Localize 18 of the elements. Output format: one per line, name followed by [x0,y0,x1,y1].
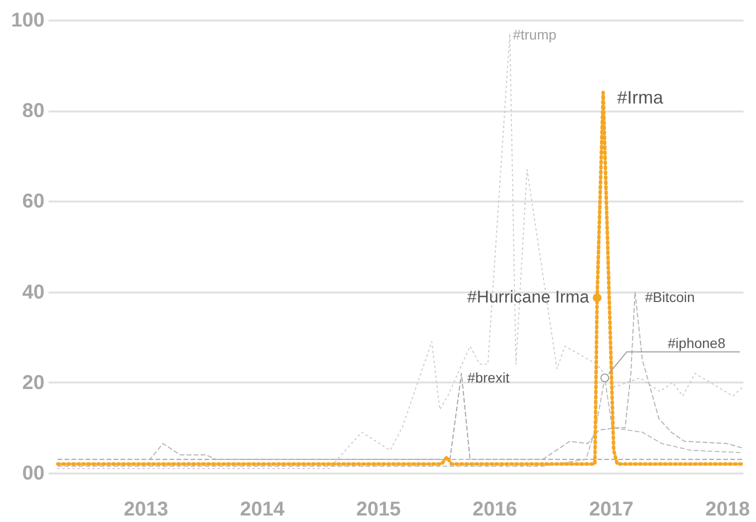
series-label: #trump [512,26,557,43]
y-tick-label: 60 [22,190,44,213]
series-label: #brexit [467,369,510,386]
x-tick-label: 2018 [705,498,750,520]
annotation: #Hurricane Irma [467,288,590,307]
x-tick-label: 2014 [240,498,286,520]
y-tick-label: 100 [11,10,44,32]
series-label: #Irma [617,87,664,108]
x-tick-label: 2013 [124,498,168,520]
y-tick-label: 20 [22,372,44,394]
y-tick-label: 00 [22,462,44,484]
x-tick-label: 2015 [356,498,401,520]
y-tick-label: 40 [22,281,44,304]
x-tick-label: 2016 [472,498,517,520]
y-tick-label: 80 [22,100,44,122]
series-label: #Bitcoin [645,288,695,305]
annotation: #iphone8 [668,334,726,351]
x-tick-label: 2017 [589,498,634,520]
